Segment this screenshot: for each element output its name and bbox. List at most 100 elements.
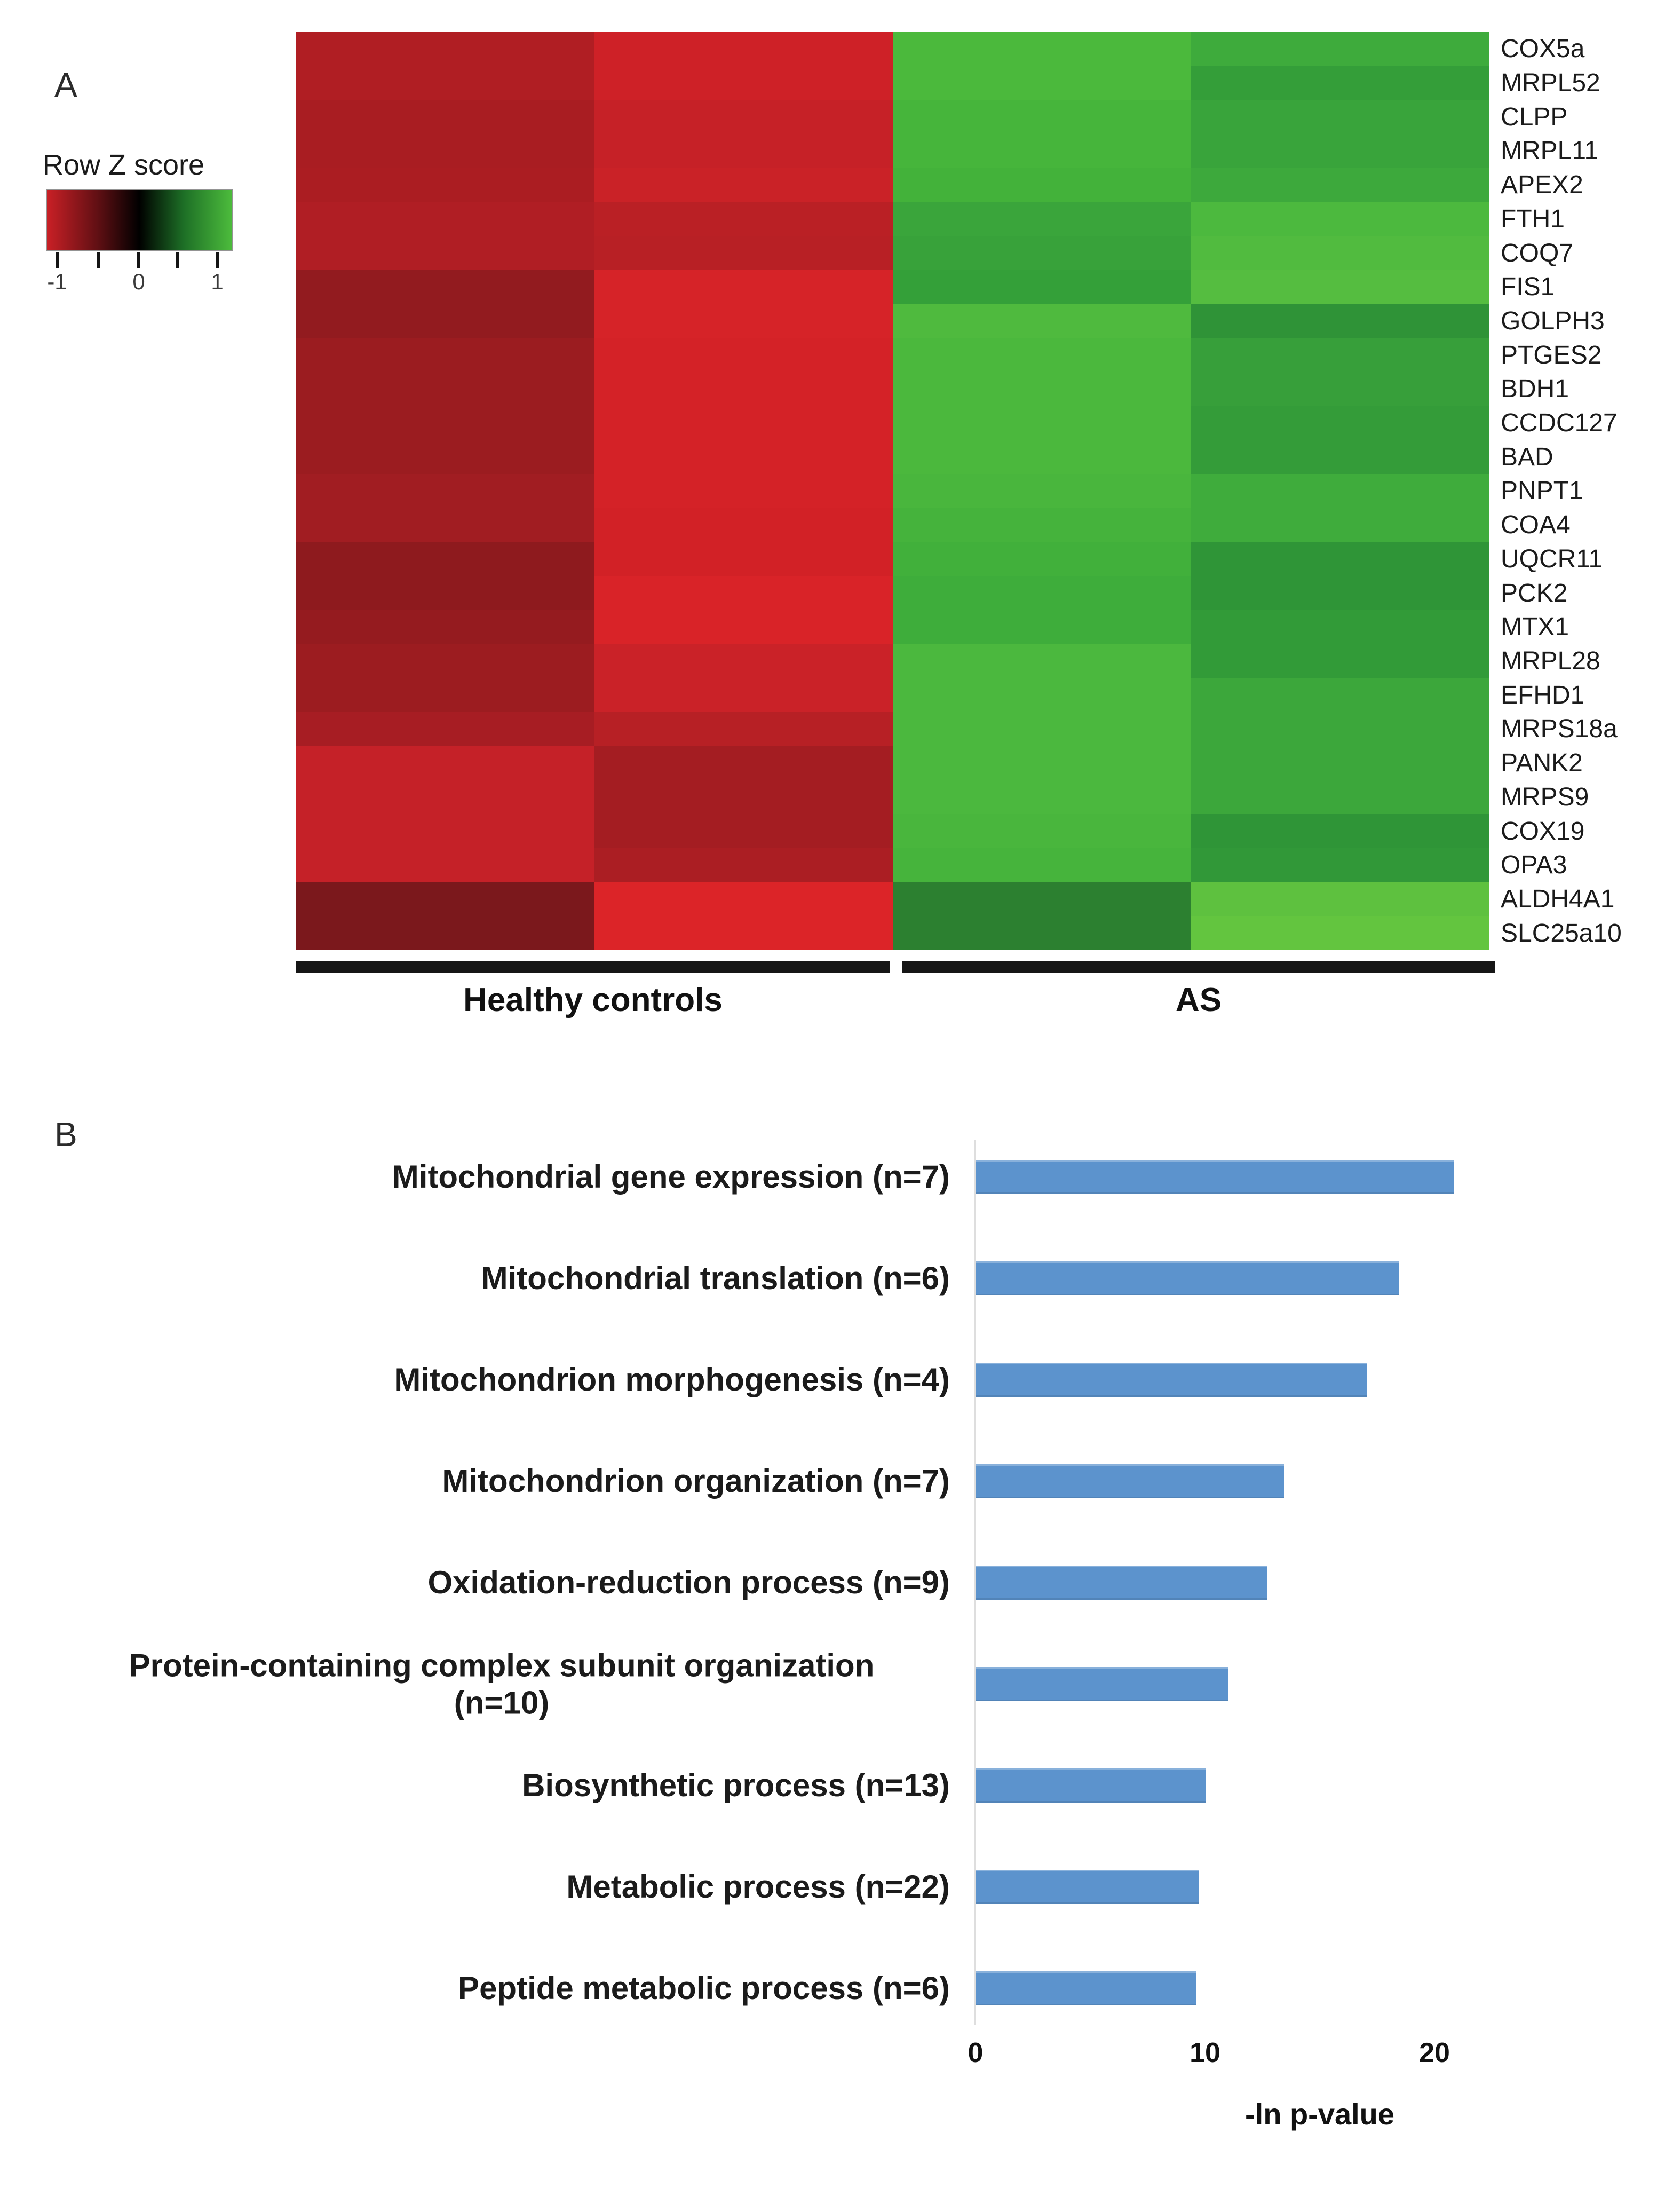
heatmap <box>296 32 1489 950</box>
group-label-healthy-controls: Healthy controls <box>463 982 723 1018</box>
heatmap-cell <box>1191 236 1489 270</box>
heatmap-cell <box>892 508 1191 542</box>
heatmap-cell <box>594 746 893 780</box>
heatmap-cell <box>1191 440 1489 475</box>
heatmap-cell <box>892 712 1191 746</box>
gene-label: CCDC127 <box>1501 409 1618 438</box>
heatmap-cell <box>1191 644 1489 678</box>
heatmap-cell <box>296 202 594 236</box>
heatmap-cell <box>594 712 893 746</box>
panel-a-label: A <box>54 66 77 104</box>
heatmap-cell <box>892 916 1191 950</box>
heatmap-cell <box>296 746 594 780</box>
colorbar-tick <box>97 252 100 268</box>
heatmap-cell <box>296 542 594 576</box>
category-label: Mitochondrion morphogenesis (n=4) <box>394 1362 950 1398</box>
gene-label: MRPL28 <box>1501 647 1600 675</box>
heatmap-cell <box>1191 474 1489 508</box>
heatmap-cell <box>594 134 893 168</box>
heatmap-cell <box>594 202 893 236</box>
heatmap-cell <box>594 882 893 917</box>
gene-label: COX19 <box>1501 817 1585 846</box>
bar <box>976 1566 1267 1600</box>
heatmap-cell <box>594 474 893 508</box>
colorbar-tick-label: 1 <box>211 269 224 294</box>
heatmap-cell <box>1191 372 1489 406</box>
x-tick-label: 0 <box>968 2037 984 2068</box>
heatmap-cell <box>1191 100 1489 135</box>
gene-label: APEX2 <box>1501 171 1583 200</box>
heatmap-cell <box>296 814 594 848</box>
heatmap-cell <box>892 202 1191 236</box>
heatmap-cell <box>892 848 1191 882</box>
heatmap-cell <box>892 304 1191 338</box>
gene-label: MTX1 <box>1501 613 1569 642</box>
heatmap-cell <box>1191 576 1489 610</box>
heatmap-cell <box>1191 814 1489 848</box>
heatmap-cell <box>892 66 1191 100</box>
heatmap-cell <box>594 916 893 950</box>
gene-label: SLC25a10 <box>1501 919 1622 947</box>
heatmap-cell <box>594 236 893 270</box>
bar <box>976 1464 1284 1498</box>
gene-label: ALDH4A1 <box>1501 884 1615 913</box>
heatmap-cell <box>296 66 594 100</box>
bar <box>976 1971 1196 2005</box>
colorbar-tick-label: -1 <box>47 269 67 294</box>
gene-label: CLPP <box>1501 102 1568 131</box>
heatmap-cell <box>892 576 1191 610</box>
heatmap-cell <box>1191 338 1489 373</box>
heatmap-cell <box>594 542 893 576</box>
heatmap-cell <box>1191 32 1489 66</box>
category-label: Oxidation-reduction process (n=9) <box>427 1565 950 1601</box>
gene-label: UQCR11 <box>1501 544 1603 573</box>
heatmap-cell <box>594 304 893 338</box>
heatmap-cell <box>594 372 893 406</box>
gene-label: COX5a <box>1501 35 1585 64</box>
gene-label: MRPL52 <box>1501 69 1600 98</box>
heatmap-cell <box>1191 610 1489 644</box>
bar <box>976 1363 1367 1397</box>
heatmap-cell <box>1191 746 1489 780</box>
panel-b-label: B <box>54 1115 77 1154</box>
heatmap-cell <box>1191 270 1489 304</box>
heatmap-cell <box>594 780 893 815</box>
heatmap-cell <box>1191 508 1489 542</box>
heatmap-cell <box>296 882 594 917</box>
heatmap-cell <box>594 338 893 373</box>
heatmap-cell <box>594 848 893 882</box>
heatmap-cell <box>892 134 1191 168</box>
heatmap-cell <box>594 644 893 678</box>
heatmap-cell <box>296 100 594 135</box>
heatmap-cell <box>594 576 893 610</box>
heatmap-cell <box>296 508 594 542</box>
gene-label: MRPS9 <box>1501 783 1589 811</box>
heatmap-cell <box>1191 406 1489 440</box>
heatmap-cell <box>892 746 1191 780</box>
gene-label: PCK2 <box>1501 579 1568 607</box>
heatmap-cell <box>296 610 594 644</box>
gene-label: COQ7 <box>1501 239 1574 267</box>
colorbar-gradient <box>47 190 232 250</box>
heatmap-cell <box>296 372 594 406</box>
heatmap-cell <box>892 32 1191 66</box>
heatmap-cell <box>296 780 594 815</box>
heatmap-cell <box>296 474 594 508</box>
gene-label: FTH1 <box>1501 204 1565 233</box>
heatmap-cell <box>1191 134 1489 168</box>
colorbar-legend-title: Row Z score <box>43 149 205 181</box>
heatmap-cell <box>594 508 893 542</box>
colorbar-tick <box>56 252 59 268</box>
heatmap-cell <box>892 338 1191 373</box>
colorbar-tick <box>137 252 140 268</box>
heatmap-cell <box>296 168 594 202</box>
heatmap-cell <box>594 100 893 135</box>
heatmap-cell <box>296 406 594 440</box>
gene-label-column: COX5a MRPL52 CLPP MRPL11 APEX2 FTH1 COQ7 FIS1 GO… <box>1501 32 1664 950</box>
heatmap-cell <box>1191 304 1489 338</box>
heatmap-cell <box>296 576 594 610</box>
bar-chart-axis-line <box>974 1140 976 2025</box>
gene-label: GOLPH3 <box>1501 306 1605 335</box>
heatmap-cell <box>892 270 1191 304</box>
gene-label: OPA3 <box>1501 851 1567 880</box>
